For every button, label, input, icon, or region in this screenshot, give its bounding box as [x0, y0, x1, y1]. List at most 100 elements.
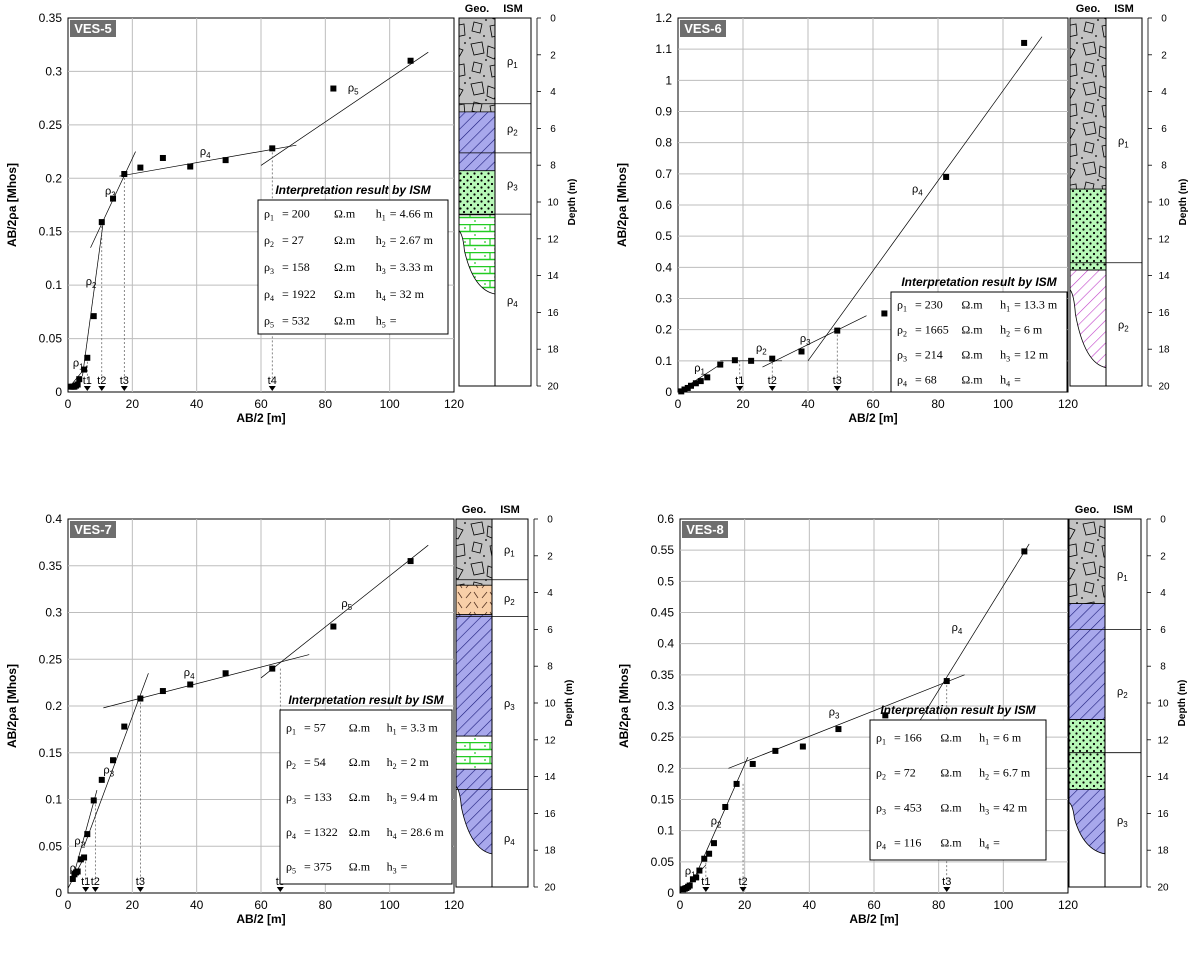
- x-tick-label: 20: [126, 898, 140, 912]
- interp-h-symbol: h1: [387, 720, 397, 736]
- depth-tick-label: 4: [550, 87, 556, 98]
- depth-tick-label: 2: [547, 551, 553, 562]
- data-point: [407, 558, 414, 565]
- y-tick-label: 0.5: [655, 229, 672, 243]
- rho-label: ρ4: [952, 622, 963, 636]
- y-axis-label: AB/2ρa [Mhos]: [5, 664, 19, 748]
- interp-rho-symbol: ρ3: [286, 790, 296, 806]
- x-tick-label: 80: [932, 898, 946, 912]
- interp-unit: Ω.m: [940, 801, 962, 815]
- x-tick-label: 120: [444, 397, 464, 411]
- x-tick-label: 100: [993, 397, 1013, 411]
- geo-layer-clay-orange: [455, 584, 493, 616]
- ism-layer-label: ρ2: [1117, 686, 1128, 700]
- y-tick-label: 1.1: [655, 42, 672, 56]
- fit-line-ρ3: [728, 674, 965, 769]
- interp-unit: Ω.m: [961, 348, 983, 362]
- interp-rho-symbol: ρ1: [286, 720, 296, 736]
- interp-h-value: = 9.4 m: [401, 790, 439, 804]
- interp-rho-symbol: ρ2: [264, 233, 274, 249]
- interp-unit: Ω.m: [334, 287, 356, 301]
- depth-tick-label: 18: [544, 846, 556, 857]
- depth-tick-label: 8: [1161, 161, 1167, 172]
- turning-point-marker: [768, 386, 776, 391]
- y-tick-label: 0.3: [657, 699, 674, 713]
- interp-h-symbol: h2: [1000, 323, 1010, 339]
- depth-axis-label: Depth (m): [567, 179, 578, 226]
- interp-rho-symbol: ρ3: [876, 801, 886, 817]
- turning-point-label: t1: [701, 876, 710, 888]
- ism-column-frame: [1104, 518, 1142, 888]
- interp-rho-value: = 1922: [282, 287, 316, 301]
- interp-unit: Ω.m: [334, 206, 356, 220]
- turning-point-marker: [702, 887, 710, 892]
- data-point: [84, 354, 91, 361]
- y-tick-label: 0.5: [657, 574, 674, 588]
- ism-column-frame: [1105, 17, 1143, 387]
- interp-rho-value: = 133: [304, 790, 332, 804]
- turning-point-marker: [83, 386, 91, 391]
- ism-header: ISM: [500, 504, 520, 516]
- data-point: [330, 85, 337, 92]
- data-point: [76, 376, 83, 383]
- fit-line-ρ3: [762, 315, 867, 368]
- ism-layer-label: ρ1: [507, 56, 518, 70]
- data-point: [98, 776, 105, 783]
- rho-label: ρ2: [756, 342, 767, 356]
- interp-rho-symbol: ρ3: [897, 348, 907, 364]
- ism-layer-label: ρ3: [507, 179, 518, 193]
- x-tick-label: 40: [190, 397, 204, 411]
- data-point: [688, 382, 694, 389]
- turning-point-label: t2: [97, 375, 106, 387]
- y-tick-label: 0.15: [39, 225, 63, 239]
- chart-title-badge: [70, 521, 116, 538]
- data-point: [693, 874, 700, 881]
- geo-layer-limestone: [458, 214, 496, 295]
- chart-title: VES-6: [684, 21, 722, 36]
- interp-rho-symbol: ρ2: [876, 766, 886, 782]
- geo-layer-dots-green: [458, 170, 496, 216]
- y-tick-label: 0.1: [45, 278, 62, 292]
- data-point: [74, 868, 81, 875]
- chart-title: VES-7: [74, 522, 112, 537]
- interp-rho-symbol: ρ1: [876, 731, 886, 747]
- data-point: [731, 357, 738, 364]
- x-tick-label: 120: [1058, 397, 1078, 411]
- y-tick-label: 0: [55, 886, 62, 900]
- rho-label: ρ5: [341, 598, 352, 612]
- interp-rho-symbol: ρ2: [897, 323, 907, 339]
- interp-unit: Ω.m: [349, 720, 371, 734]
- data-point: [706, 850, 713, 857]
- interp-rho-symbol: ρ4: [264, 287, 274, 303]
- interp-h-symbol: h3: [1000, 348, 1010, 364]
- data-point: [722, 803, 729, 810]
- interp-unit: Ω.m: [334, 314, 356, 328]
- depth-tick-label: 8: [547, 662, 553, 673]
- rho-label: ρ1: [70, 862, 81, 876]
- interp-h-symbol: h3: [979, 801, 989, 817]
- interp-rho-value: = 1665: [915, 323, 949, 337]
- interpretation-box: Interpretation result by ISM ρ1 = 166 Ω.m h1…: [869, 703, 1047, 861]
- data-point: [733, 780, 740, 787]
- interp-h-symbol: h2: [387, 755, 397, 771]
- interp-rho-symbol: ρ3: [264, 260, 274, 276]
- geo-layer-hatch-blue: [458, 111, 496, 172]
- interp-h-value: = 4.66 m: [390, 206, 434, 220]
- interpretation-title: Interpretation result by ISM: [901, 275, 1057, 289]
- depth-tick-label: 16: [1158, 308, 1170, 319]
- turning-point-marker: [91, 887, 99, 892]
- turning-point-label: t1: [81, 876, 90, 888]
- data-point: [110, 757, 117, 764]
- turning-point-label: t1: [735, 375, 744, 387]
- x-tick-label: 20: [738, 898, 752, 912]
- y-tick-label: 0.25: [651, 730, 675, 744]
- data-point: [943, 678, 950, 685]
- depth-axis-label: Depth (m): [1178, 179, 1189, 226]
- y-tick-label: 0.25: [39, 652, 63, 666]
- x-tick-label: 60: [867, 898, 881, 912]
- geo-layer-dots-green: [1069, 188, 1107, 271]
- turning-point-marker: [943, 887, 951, 892]
- turning-point-label: t1: [83, 375, 92, 387]
- fit-line-ρ2: [82, 220, 104, 377]
